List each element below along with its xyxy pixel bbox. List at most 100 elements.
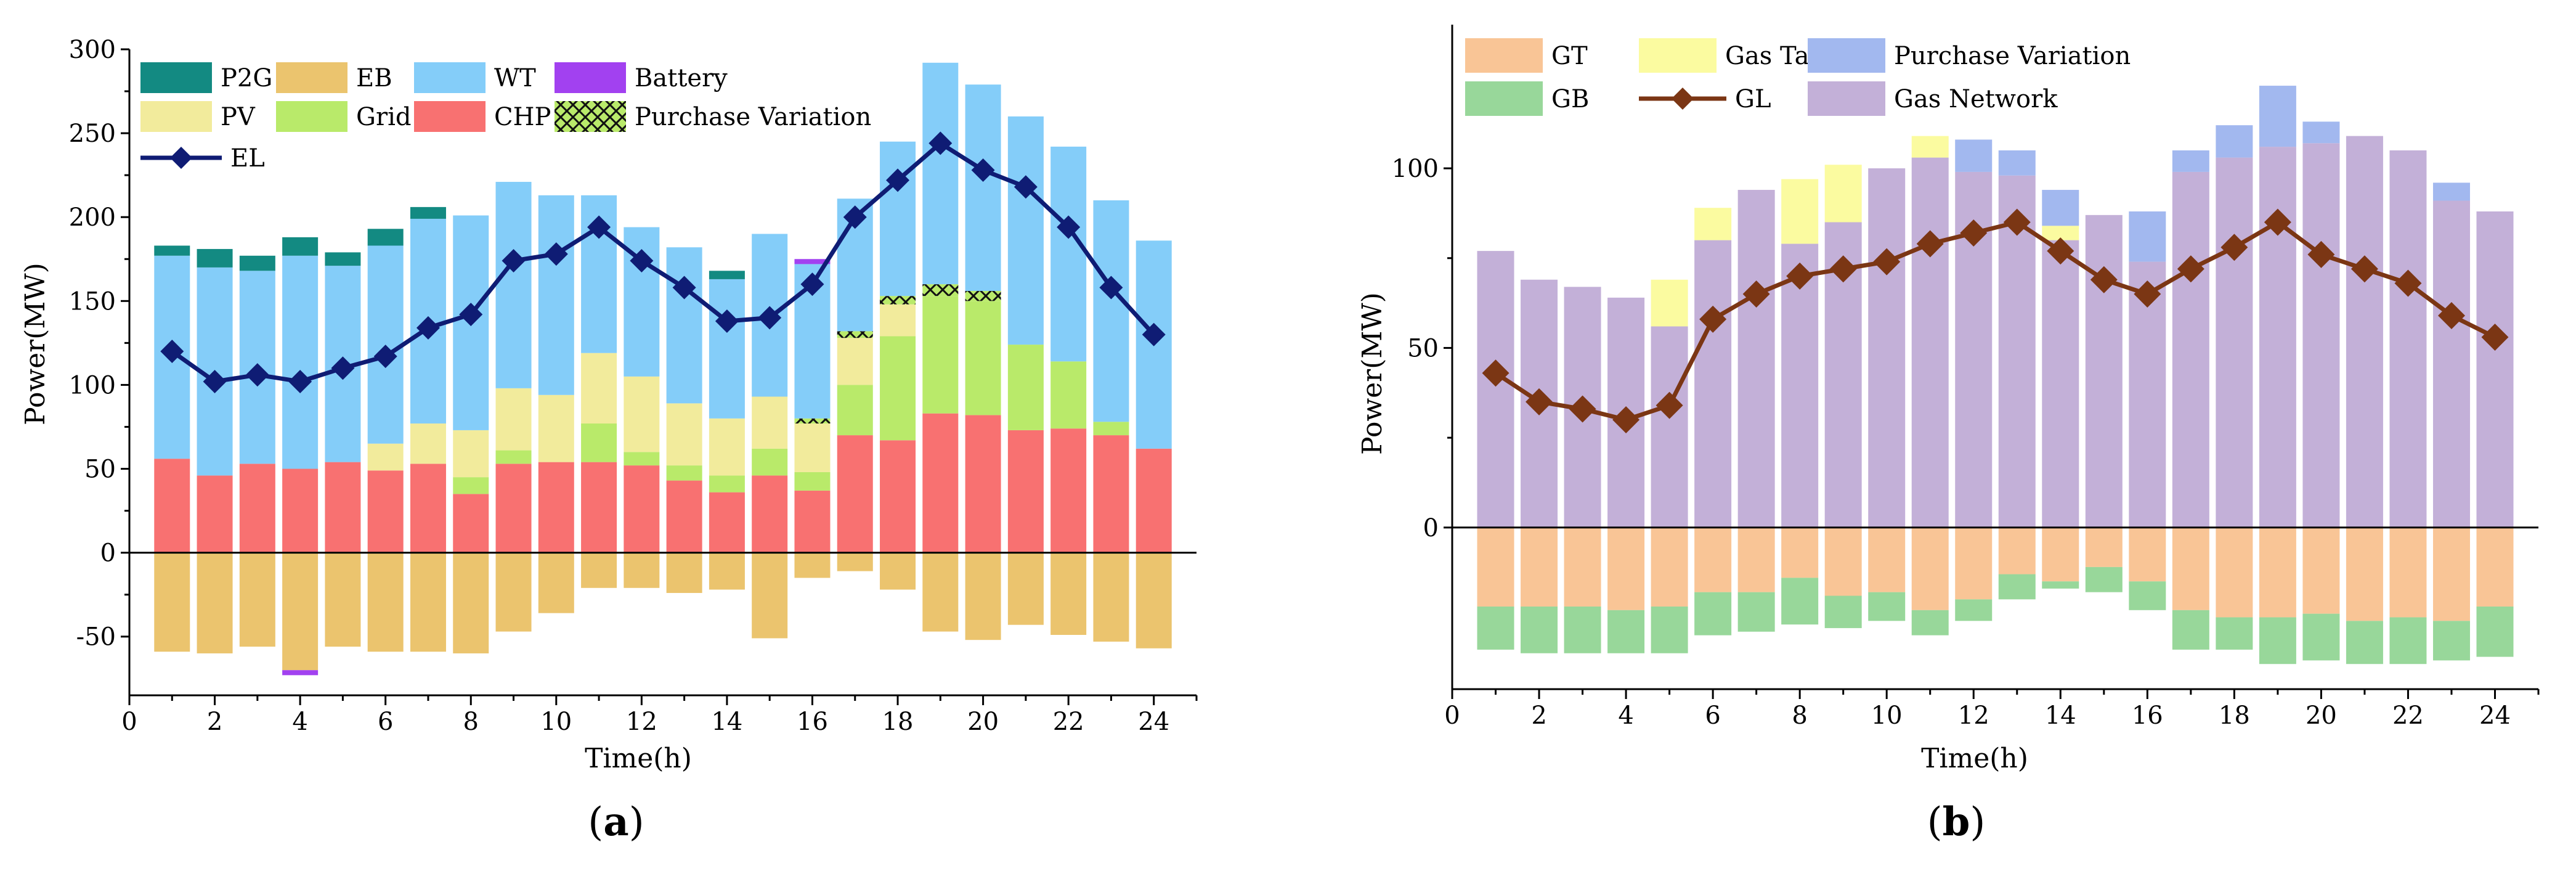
bar-gt-h6 <box>1694 527 1732 592</box>
legend-label-wt: WT <box>494 64 536 92</box>
bar-gt-h10 <box>1868 527 1906 592</box>
el-point-h8 <box>459 303 483 327</box>
bar-wt-h21 <box>1007 116 1044 345</box>
el-point-h5 <box>331 356 355 380</box>
bar-gt-h21 <box>2346 527 2383 621</box>
bar-chp-h10 <box>538 462 574 553</box>
x-tick-label: 8 <box>463 708 479 736</box>
legend-label-battery: Battery <box>635 64 728 92</box>
bar-gas-network-h23 <box>2432 200 2470 528</box>
bar-eb-h15 <box>752 552 788 639</box>
bar-gt-h16 <box>2129 527 2166 582</box>
el-point-h7 <box>416 316 440 340</box>
legend-item-gb: GB <box>1465 81 1589 116</box>
bar-grid-h9 <box>495 450 532 464</box>
bar-eb-h12 <box>624 552 660 588</box>
y-tick-label: 100 <box>69 371 116 399</box>
bar-eb-h5 <box>325 552 361 647</box>
y-tick-label: 250 <box>69 120 116 148</box>
bar-gb-h6 <box>1694 592 1732 636</box>
legend-label-el: EL <box>230 144 265 173</box>
legend-item-grid: Grid <box>276 101 411 132</box>
bar-gas-network-h14 <box>2042 240 2079 528</box>
bar-chp-h16 <box>794 490 831 553</box>
bar-gb-h3 <box>1564 606 1601 653</box>
bar-gt-h19 <box>2259 527 2296 618</box>
bar-gt-h22 <box>2389 527 2427 618</box>
panel-b-x-axis-label: Time(h) <box>1921 743 2028 774</box>
bar-gb-h7 <box>1737 592 1775 632</box>
legend-swatch-battery <box>555 62 626 93</box>
gl-point-h18 <box>2220 234 2248 261</box>
y-tick-label: 200 <box>69 203 116 232</box>
bar-purchase-variation-h18 <box>880 296 916 305</box>
bar-gas-network-h17 <box>2172 171 2209 528</box>
legend-swatch-chp <box>414 101 486 132</box>
bar-gt-h2 <box>1521 527 1558 607</box>
bar-gb-h14 <box>2042 581 2079 589</box>
legend-swatch-p2g <box>140 62 212 93</box>
legend-label-purchase-variation: Purchase Variation <box>1894 42 2131 70</box>
bar-grid-h20 <box>965 301 1001 415</box>
bar-gt-h9 <box>1824 527 1862 596</box>
el-point-h15 <box>758 306 782 330</box>
bar-purchase-variation-h23 <box>2432 182 2470 201</box>
bar-chp-h23 <box>1093 435 1129 553</box>
x-tick-label: 24 <box>1138 708 1169 736</box>
y-tick-label: 150 <box>69 287 116 316</box>
gl-point-h23 <box>2437 301 2465 329</box>
bar-pv-h7 <box>410 423 446 464</box>
gl-point-h6 <box>1699 305 1727 333</box>
bar-grid-h14 <box>709 475 745 493</box>
bar-gt-h24 <box>2476 527 2514 607</box>
y-tick-label: 50 <box>1407 334 1439 362</box>
legend-label-eb: EB <box>356 64 392 92</box>
bar-wt-h19 <box>922 62 959 285</box>
bar-grid-h15 <box>752 448 788 476</box>
x-tick-label: 18 <box>882 708 914 736</box>
bar-gt-h5 <box>1651 527 1688 607</box>
legend-item-el: EL <box>140 144 265 173</box>
bar-gt-h11 <box>1911 527 1949 610</box>
bar-wt-h4 <box>282 255 319 469</box>
bar-gb-h11 <box>1911 610 1949 636</box>
x-tick-label: 10 <box>540 708 572 736</box>
bar-gt-h17 <box>2172 527 2209 610</box>
panel-a-caption: (a) <box>588 799 644 845</box>
legend-swatch-eb <box>276 62 347 93</box>
bar-eb-h11 <box>581 552 617 588</box>
gl-point-h11 <box>1916 230 1944 258</box>
x-tick-label: 12 <box>626 708 657 736</box>
bar-wt-h14 <box>709 279 745 419</box>
legend-item-wt: WT <box>414 62 536 93</box>
bar-gas-network-h20 <box>2302 143 2340 528</box>
bar-gb-h9 <box>1824 595 1862 628</box>
gl-point-h5 <box>1656 391 1683 419</box>
bar-p2g-h7 <box>410 207 446 219</box>
bar-purchase-variation-h20 <box>2302 121 2340 144</box>
x-tick-label: 12 <box>1958 701 1989 730</box>
bar-p2g-h14 <box>709 271 745 279</box>
bar-eb-h17 <box>837 552 873 571</box>
bar-pv-h13 <box>666 403 702 466</box>
bar-eb-h3 <box>239 552 275 647</box>
bar-pv-h14 <box>709 418 745 476</box>
bar-gas-network-h11 <box>1911 157 1949 528</box>
bar-wt-h20 <box>965 84 1001 291</box>
x-tick-label: 4 <box>292 708 307 736</box>
el-point-h6 <box>373 345 397 369</box>
el-point-h24 <box>1142 322 1166 346</box>
bar-eb-h14 <box>709 552 745 590</box>
x-tick-label: 2 <box>1531 701 1546 730</box>
gl-point-h20 <box>2307 240 2335 268</box>
bar-gb-h22 <box>2389 617 2427 664</box>
bar-chp-h3 <box>239 464 275 553</box>
bar-gb-h24 <box>2476 606 2514 657</box>
el-point-h13 <box>672 276 696 300</box>
legend-label-pv: PV <box>221 103 256 131</box>
bar-pv-h12 <box>624 376 660 452</box>
bar-gt-h14 <box>2042 527 2079 582</box>
x-tick-label: 14 <box>711 708 742 736</box>
bar-chp-h19 <box>922 413 959 553</box>
bar-grid-h13 <box>666 465 702 481</box>
